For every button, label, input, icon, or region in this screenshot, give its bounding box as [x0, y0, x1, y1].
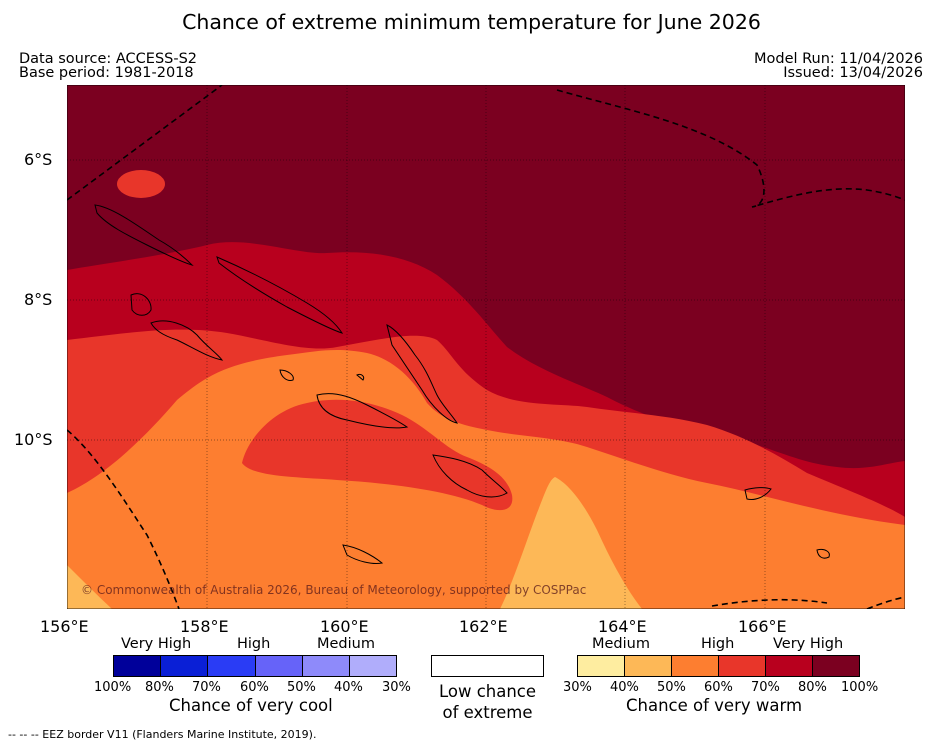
issued-label: Issued: 13/04/2026 [783, 65, 923, 81]
lat-tick-10s: 10°S [14, 430, 53, 449]
forecast-map: © Commonwealth of Australia 2026, Bureau… [67, 85, 905, 609]
lon-tick-158e: 158°E [180, 617, 229, 636]
neutral-swatch [431, 655, 544, 677]
warm-swatch [766, 656, 813, 676]
cool-swatch [255, 656, 303, 676]
neutral-caption-line2: of extreme [442, 703, 533, 722]
cool-very-high-label: Very High [121, 636, 192, 652]
cool-pct-40: 40% [334, 680, 363, 695]
warm-very-high-label: Very High [773, 636, 844, 652]
cool-swatch [161, 656, 209, 676]
cool-pct-60: 60% [240, 680, 269, 695]
warm-high-label: High [701, 636, 735, 652]
eez-borders [67, 85, 905, 609]
cool-medium-label: Medium [317, 636, 375, 652]
lon-tick-166e: 166°E [738, 617, 787, 636]
coastlines [94, 204, 830, 564]
cool-swatch [114, 656, 162, 676]
warm-pct-50: 50% [657, 680, 686, 695]
warm-pct-40: 40% [610, 680, 639, 695]
neutral-caption-line1: Low chance [438, 682, 537, 701]
lat-tick-6s: 6°S [24, 150, 53, 169]
warm-pct-80: 80% [798, 680, 827, 695]
cool-high-label: High [237, 636, 271, 652]
cool-swatch [208, 656, 256, 676]
cool-caption: Chance of very cool [169, 696, 333, 715]
cool-pct-50: 50% [287, 680, 316, 695]
warm-swatch [813, 656, 859, 676]
lat-tick-8s: 8°S [24, 290, 53, 309]
zone-low-medium-corner [67, 565, 112, 609]
data-source-label: Data source: ACCESS-S2 [19, 51, 198, 67]
zone-very-high-blob [117, 170, 165, 198]
warm-pct-70: 70% [751, 680, 780, 695]
cool-pct-30: 30% [382, 680, 411, 695]
warm-swatch [672, 656, 719, 676]
base-period-label: Base period: 1981-2018 [19, 65, 194, 81]
cool-swatch [302, 656, 350, 676]
warm-colorbar [577, 655, 860, 677]
warm-pct-30: 30% [563, 680, 592, 695]
cool-pct-100: 100% [94, 680, 132, 695]
copyright-notice: © Commonwealth of Australia 2026, Bureau… [81, 583, 586, 597]
warm-pct-100: 100% [841, 680, 879, 695]
cool-swatch [349, 656, 397, 676]
warm-pct-60: 60% [704, 680, 733, 695]
warm-caption: Chance of very warm [626, 696, 803, 715]
lon-tick-160e: 160°E [320, 617, 369, 636]
warm-medium-label: Medium [592, 636, 650, 652]
eez-footnote: -- -- -- EEZ border V11 (Flanders Marine… [8, 728, 317, 741]
lon-tick-162e: 162°E [459, 617, 508, 636]
lon-tick-164e: 164°E [598, 617, 647, 636]
zone-medium-high-blob [242, 399, 513, 511]
gridlines [67, 85, 905, 609]
lon-tick-156e: 156°E [40, 617, 89, 636]
cool-colorbar [113, 655, 397, 677]
warm-swatch [625, 656, 672, 676]
model-run-label: Model Run: 11/04/2026 [753, 51, 923, 67]
warm-swatch [578, 656, 625, 676]
cool-pct-80: 80% [145, 680, 174, 695]
cool-pct-70: 70% [192, 680, 221, 695]
warm-swatch [719, 656, 766, 676]
map-title: Chance of extreme minimum temperature fo… [182, 10, 761, 34]
zone-low-medium [500, 477, 642, 609]
